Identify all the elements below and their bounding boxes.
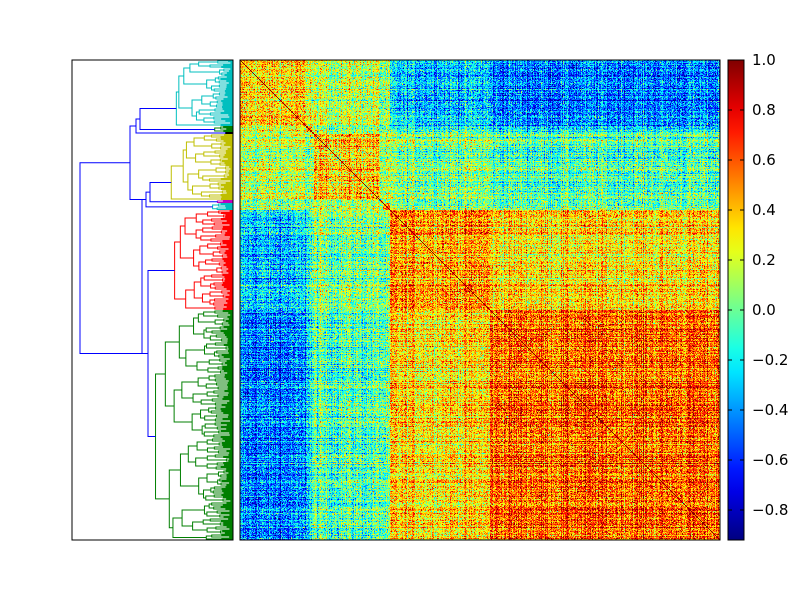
heatmap-panel [239,59,721,541]
dendrogram-cluster-subtree [212,203,233,210]
colorbar-tick-label: −0.8 [752,501,788,519]
dendrogram-links [79,60,233,540]
colorbar-tick-label: 1.0 [752,51,776,69]
dendrogram-cluster-subtree [175,60,233,126]
colorbar-tick-label: −0.6 [752,451,788,469]
colorbar-frame [727,59,745,541]
colorbar-tick-label: −0.2 [752,351,788,369]
dendrogram-cluster-subtree [225,132,233,134]
colorbar-tick-label: 0.4 [752,201,776,219]
dendrogram-link [79,162,148,354]
dendrogram-cluster-subtree [216,200,233,203]
colorbar-tick-label: 0.6 [752,151,776,169]
correlation-heatmap [240,60,720,540]
colorbar-ticks: 1.0 0.8 0.6 0.4 0.2 0.0 −0.2 −0.4 −0.6 −0.8 [728,51,788,519]
dendrogram-cluster-subtree [174,210,233,310]
dendrogram-cluster-subtree [214,126,233,132]
dendrogram-frame [71,59,234,541]
colorbar-tick-label: −0.4 [752,401,788,419]
colorbar-tick-label: 0.8 [752,101,776,119]
dendrogram-panel [71,59,234,541]
dendrogram-cluster-subtree [170,134,233,200]
colorbar-gradient [728,60,744,540]
colorbar: 1.0 0.8 0.6 0.4 0.2 0.0 −0.2 −0.4 −0.6 −0.8 [727,51,788,541]
colorbar-tick-label: 0.0 [752,301,776,319]
colorbar-tick-label: 0.2 [752,251,776,269]
heatmap-frame [239,59,721,541]
dendrogram-cluster-subtree [155,310,233,540]
